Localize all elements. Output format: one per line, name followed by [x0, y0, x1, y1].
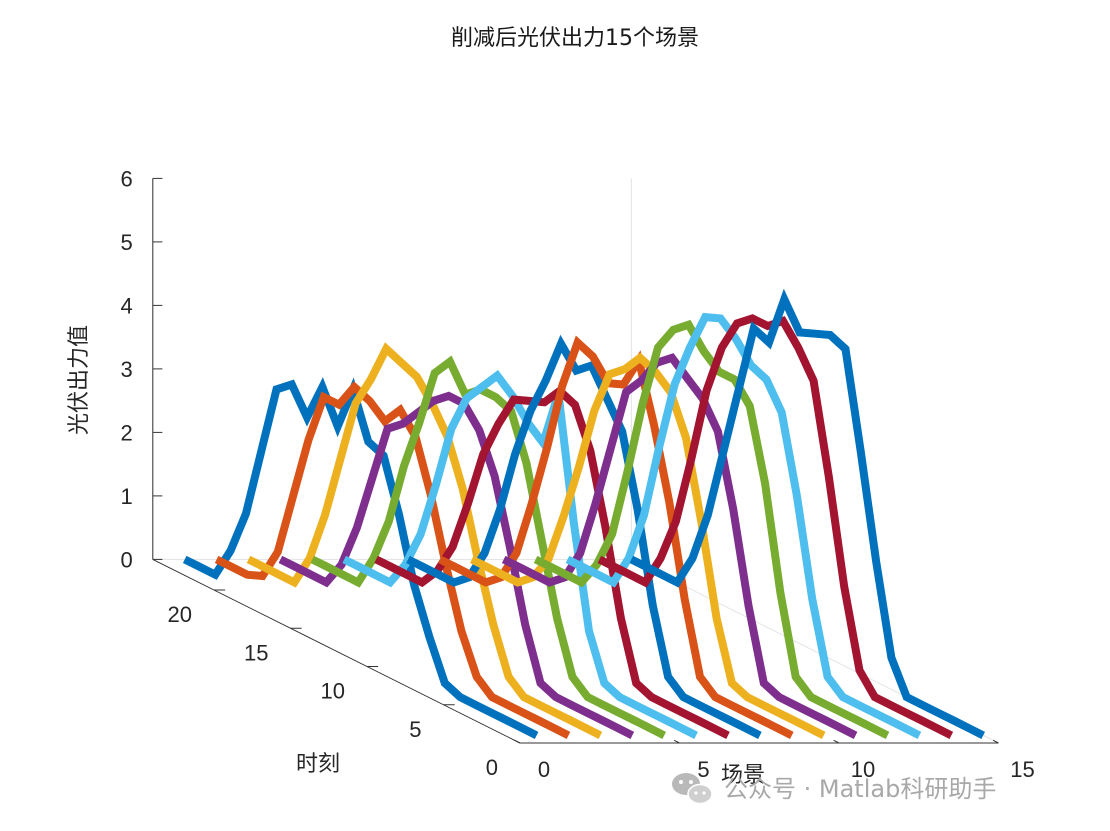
- x-tick-mark: [833, 739, 840, 744]
- gridlines: [152, 178, 999, 744]
- x-tick-label: 0: [538, 757, 550, 782]
- y-tick-label: 0: [486, 755, 498, 780]
- z-tick-label: 3: [121, 357, 133, 382]
- series-line-scenario-15: [629, 288, 985, 739]
- z-axis-label: 光伏出力值: [67, 325, 92, 435]
- chart-title: 削减后光伏出力15个场景: [451, 26, 699, 51]
- watermark: 公众号 · Matlab科研助手: [672, 773, 996, 805]
- series-line-scenario-12: [533, 319, 890, 739]
- z-tick-label: 4: [121, 293, 133, 318]
- y-tick-label: 20: [168, 602, 192, 627]
- series-line-scenario-10: [470, 352, 826, 739]
- series-line-scenario-13: [565, 312, 922, 739]
- series-line-scenario-4: [278, 391, 635, 739]
- series-line-scenario-5: [310, 355, 666, 739]
- series-line-scenario-3: [246, 342, 603, 739]
- z-tick-label: 0: [121, 547, 133, 572]
- series-line-scenario-9: [438, 335, 794, 739]
- x-tick-label: 10: [851, 757, 875, 782]
- series-line-scenario-1: [182, 377, 539, 739]
- x-tick-label: 15: [1010, 757, 1034, 782]
- watermark-text: 公众号 · Matlab科研助手: [724, 775, 996, 803]
- z-tick-label: 1: [121, 484, 133, 509]
- x-tick-mark: [514, 739, 521, 744]
- x-axis-label: 场景: [721, 763, 765, 788]
- y-tick-label: 15: [244, 640, 268, 665]
- z-tick-label: 2: [121, 420, 133, 445]
- y-axis-label: 时刻: [296, 752, 340, 777]
- wechat-icon: [672, 773, 713, 805]
- series-line-scenario-6: [342, 370, 698, 739]
- series-line-scenario-8: [406, 334, 762, 739]
- z-tick-label: 5: [121, 230, 133, 255]
- x-tick-mark: [992, 739, 999, 744]
- axes: 0 5 10 15 0 5 10 15 20 0 1 2 3 4 5 6: [121, 166, 1035, 782]
- x-tick-mark: [673, 739, 680, 744]
- series-layer: [182, 288, 985, 739]
- series-line-scenario-2: [214, 381, 571, 739]
- x-tick-label: 5: [697, 757, 709, 782]
- z-tick-label: 6: [121, 166, 133, 191]
- y-tick-label: 10: [321, 679, 345, 704]
- y-tick-label: 5: [409, 717, 421, 742]
